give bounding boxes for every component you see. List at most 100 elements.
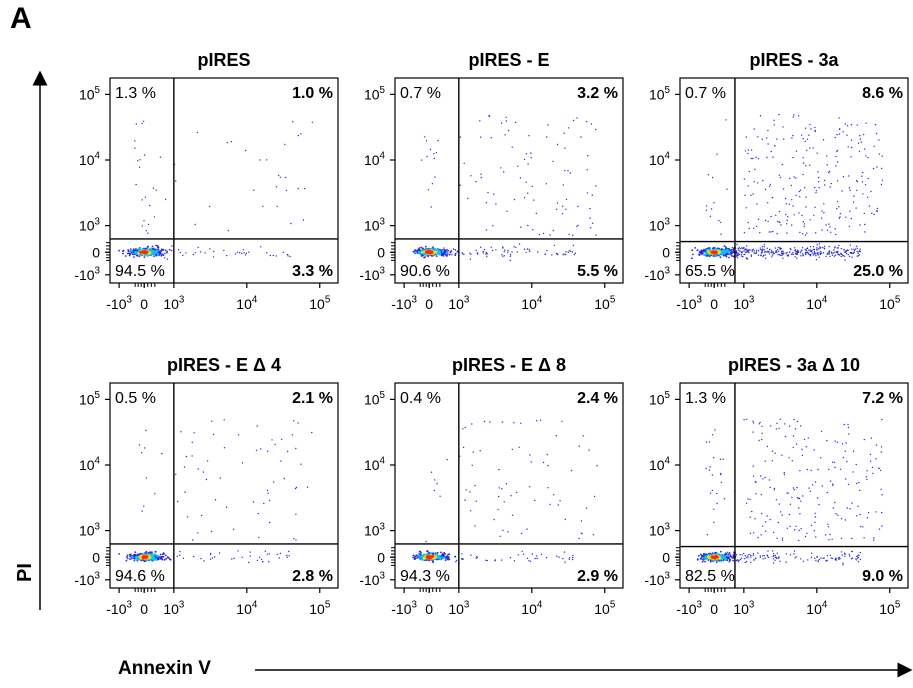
event-dot [475,557,477,559]
event-dot [137,553,140,556]
event-dot [766,156,768,159]
event-dot [841,554,843,556]
event-dot [161,452,163,455]
event-dot [433,489,435,492]
event-dot [709,215,712,217]
event-dot [844,259,846,261]
event-dot [570,469,573,472]
event-dot [430,471,433,473]
event-dot [819,457,822,459]
event-dot [268,499,271,502]
event-dot [567,251,569,253]
event-dot [826,229,829,231]
event-dot [705,209,708,211]
event-dot [855,463,857,466]
event-dot [589,217,591,219]
event-dot [849,189,851,191]
event-dot [502,255,504,257]
event-dot [126,554,129,557]
event-dot [704,555,707,558]
event-dot [728,561,730,563]
event-dot [821,210,823,212]
event-dot [772,550,774,552]
event-dot [528,486,531,488]
event-dot [837,250,839,252]
event-dot [138,166,141,168]
event-dot [476,556,478,559]
event-dot [708,469,711,471]
event-dot [745,502,748,504]
event-dot [834,228,836,230]
event-dot [748,553,750,556]
event-dot [553,244,556,247]
event-dot [740,254,743,256]
event-dot [846,134,848,136]
event-dot [791,137,793,139]
event-dot [857,561,860,563]
event-dot [856,555,858,558]
event-dot [592,534,595,536]
event-dot [480,173,482,175]
scatter-panel-6: pIRES - 3a Δ 101.3 % 7.2 %82.5 % 9.0 %1051… [644,355,909,617]
event-dot [752,475,755,477]
event-dot [773,487,776,490]
event-dot [745,249,748,251]
event-dot [306,486,309,488]
event-dot [545,557,548,559]
event-dot [875,132,878,135]
event-dot [786,492,788,494]
event-dot [800,558,802,560]
event-dot [821,430,823,433]
event-dot [420,552,422,554]
event-dot [861,181,864,183]
event-dot [525,153,528,155]
event-dot [757,536,759,539]
event-dot [808,487,810,489]
event-dot [779,176,782,179]
event-dot [838,217,841,219]
event-dot [755,156,757,158]
x-tick-label: -103 [676,600,702,617]
event-dot [753,128,755,130]
event-dot [133,553,136,556]
event-dot [509,259,511,262]
x-tick-label: 103 [163,600,185,617]
event-dot [698,254,701,256]
event-dot [153,255,155,257]
event-dot [124,255,127,257]
event-dot [865,476,867,478]
event-dot [576,225,578,228]
event-dot [750,157,752,160]
event-dot [842,564,844,566]
event-dot [503,171,505,173]
event-dot [151,551,153,554]
event-dots [696,418,883,566]
event-dot [590,123,593,125]
event-dot [869,460,872,462]
event-dot [128,553,131,556]
event-dot [414,249,416,252]
event-dot [164,554,167,557]
event-dot [720,554,723,558]
event-dot [857,505,859,507]
y-tick-label: -103 [359,266,385,283]
event-dot [766,445,769,448]
event-dot [826,555,829,557]
event-dot [753,227,755,229]
event-dot [772,558,775,560]
event-dot [588,449,590,451]
event-dot [576,117,578,119]
event-dot [837,557,839,559]
event-dot [848,225,851,227]
x-tick-label: 104 [236,295,258,312]
event-dot [834,501,836,504]
event-dot [785,203,787,205]
event-dot [294,487,297,490]
quadrant-upper-right: 2.1 % [292,390,333,407]
event-dot [864,148,866,150]
event-dot [446,459,448,461]
event-dot [537,251,539,253]
event-dot [179,550,181,553]
panel-letter: A [10,2,32,35]
